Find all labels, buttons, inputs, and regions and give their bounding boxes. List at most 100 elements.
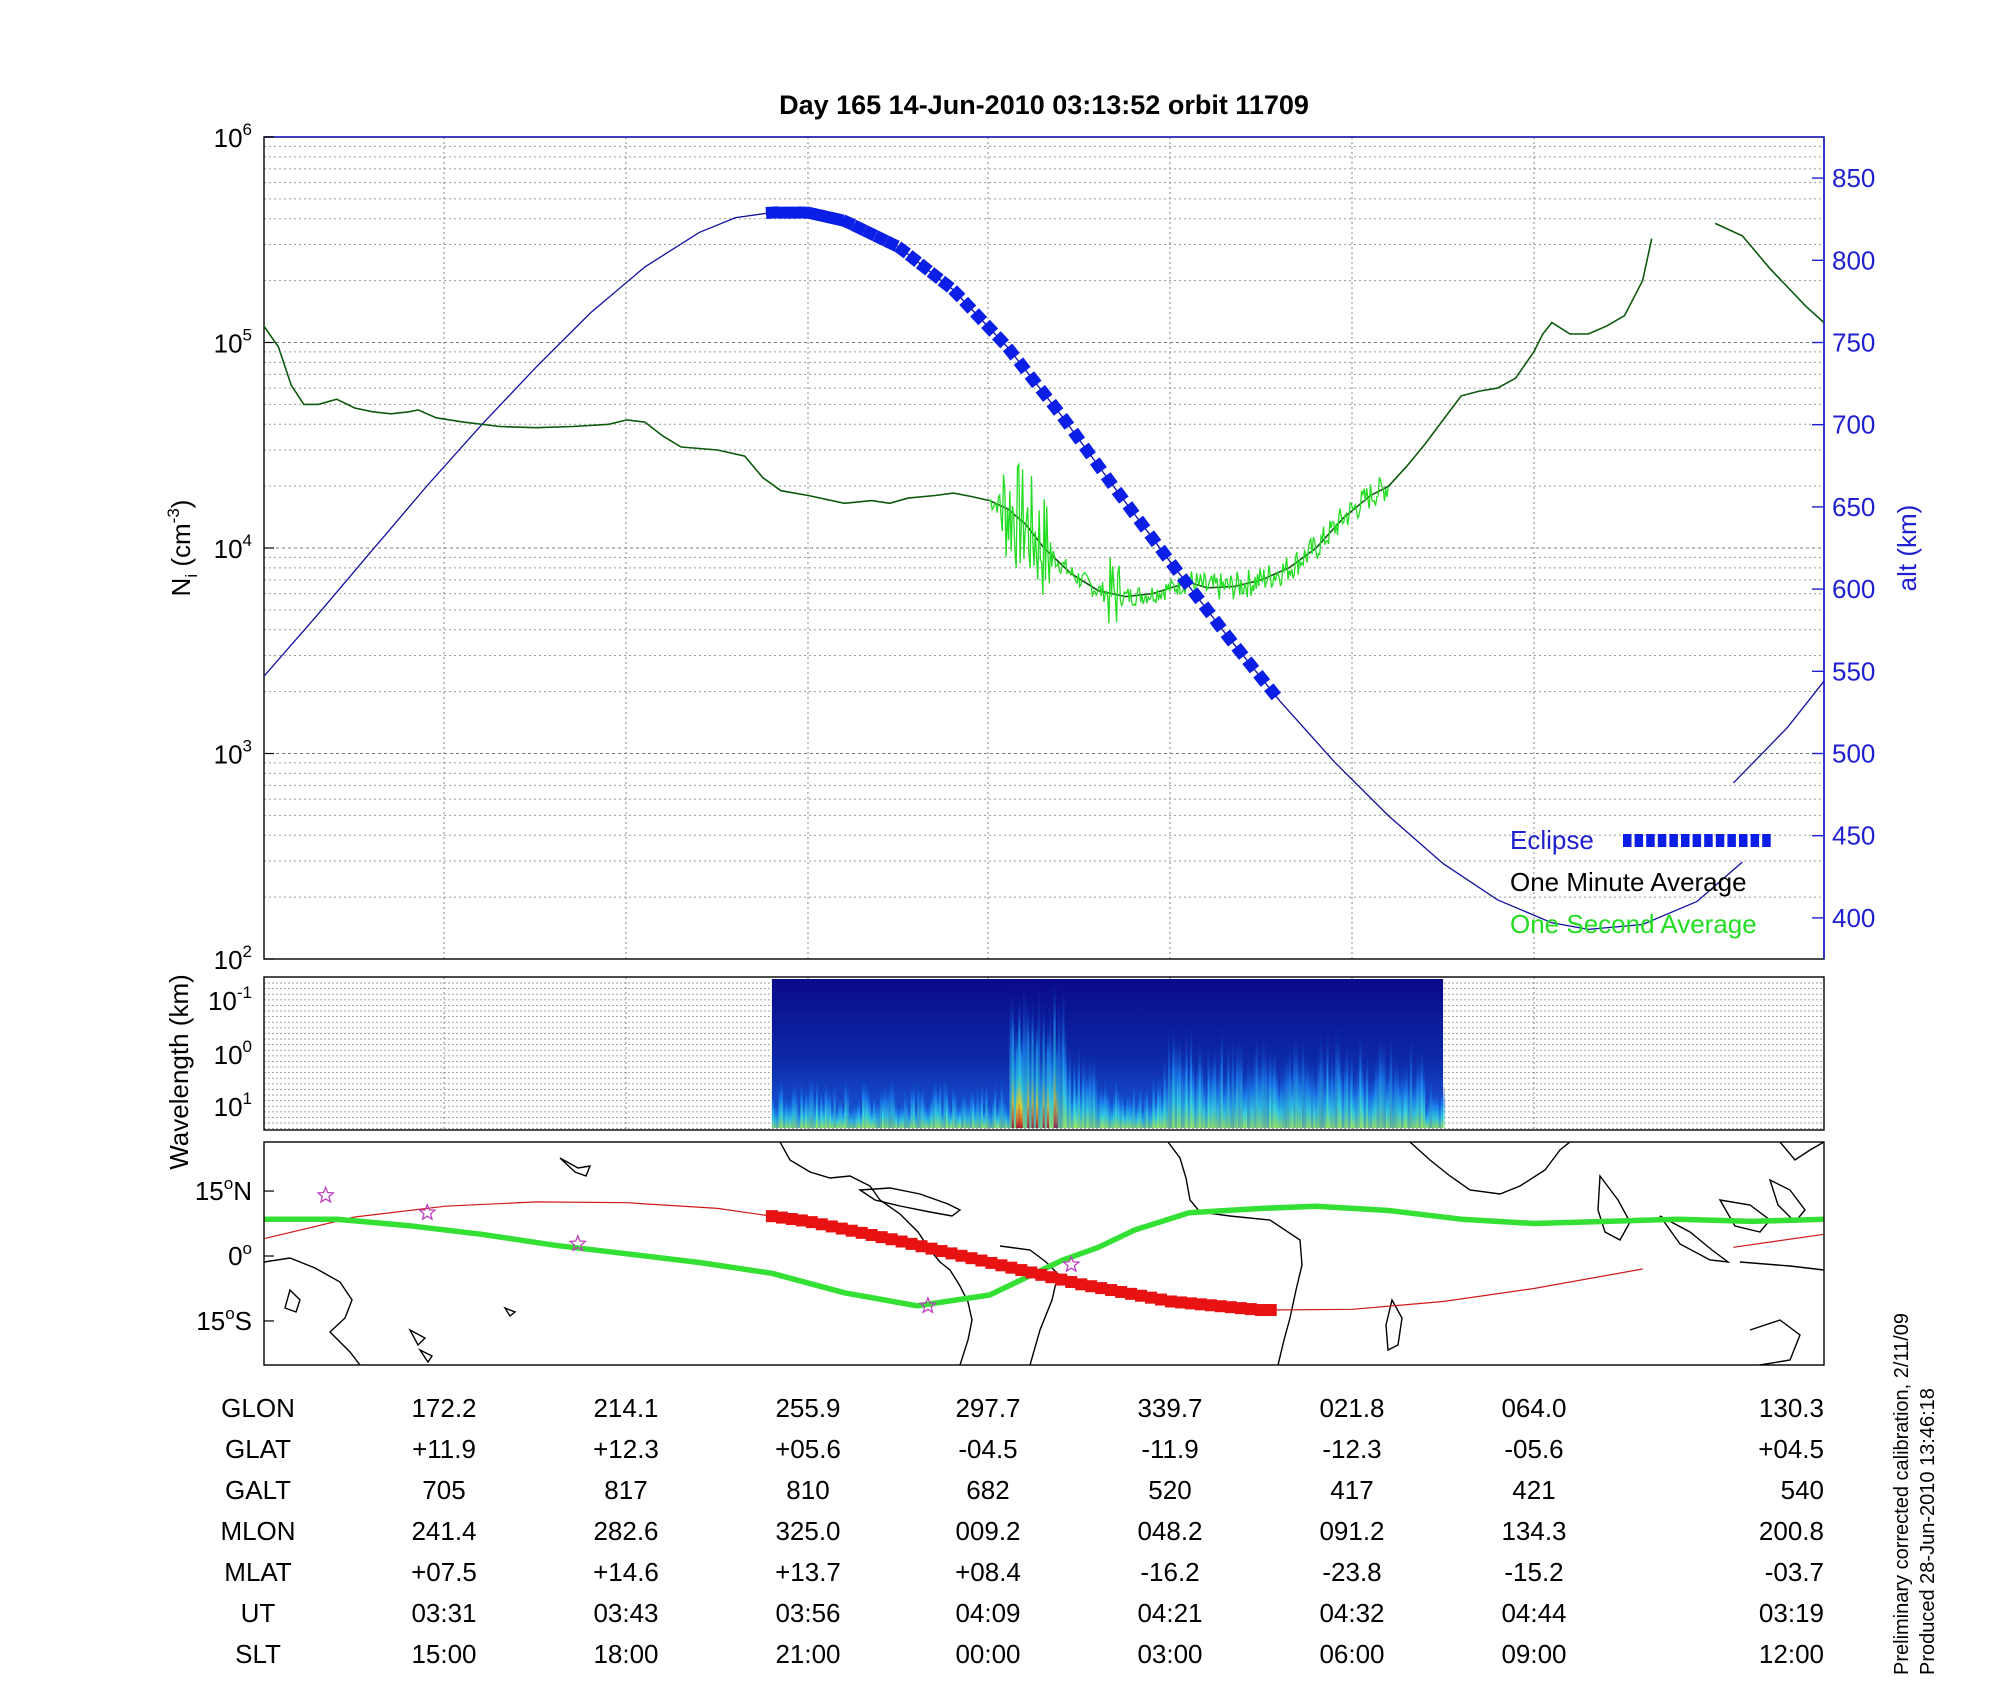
eclipse-track-marker (845, 1224, 858, 1237)
spectrogram-column (978, 1093, 981, 1128)
spectrogram-column (1348, 1064, 1351, 1128)
panel1-grid (264, 137, 1824, 959)
spectrogram-column (829, 1085, 832, 1128)
spectrogram-column (789, 1094, 792, 1128)
eclipse-track-marker (1155, 1293, 1167, 1306)
table-cell: 297.7 (955, 1393, 1020, 1423)
eclipse-track-marker (1075, 1278, 1088, 1291)
spectrogram-column (1170, 1050, 1173, 1128)
spectrogram-column (1403, 1064, 1406, 1128)
spectrogram-column (1174, 1026, 1177, 1128)
spectrogram-column (1304, 1051, 1307, 1128)
spectrogram-column (1416, 1053, 1419, 1128)
spectrogram-column (1231, 1031, 1234, 1128)
eclipse-track-marker (865, 1228, 878, 1241)
spectrogram-column (1423, 1062, 1426, 1128)
eclipse-track-marker (935, 1245, 948, 1258)
spectrogram-column (1163, 1052, 1166, 1128)
spectrogram-column (1150, 1094, 1153, 1128)
spectrogram-column (1165, 1069, 1168, 1128)
spectrogram-column (1244, 1067, 1248, 1128)
eclipse-track-marker (795, 1214, 808, 1227)
spectrogram-column (1308, 1061, 1311, 1128)
spectrogram-column (1009, 985, 1012, 1128)
table-cell: 172.2 (411, 1393, 476, 1423)
eclipse-marker (1155, 544, 1173, 562)
eclipse-marker (1133, 515, 1151, 533)
eclipse-track-marker (1105, 1284, 1118, 1297)
spectrogram-column (956, 1099, 959, 1128)
footer-calibration: Preliminary corrected calibration, 2/11/… (1891, 1313, 1913, 1675)
spectrogram-column (910, 1077, 913, 1128)
spectrogram-column (870, 1102, 874, 1128)
table-cell: 03:43 (593, 1598, 658, 1628)
coastline (1385, 1298, 1403, 1352)
table-cell: +13.7 (775, 1557, 841, 1587)
legend-eclipse-marker (1739, 834, 1748, 847)
y-tick-label: 106 (214, 120, 252, 153)
legend-eclipse-marker (1715, 834, 1725, 847)
spectrogram-column (1209, 1060, 1212, 1128)
spectrogram-column (1306, 1052, 1309, 1128)
eclipse-marker (981, 319, 999, 337)
spectrogram-column (1251, 1061, 1254, 1128)
spectrogram-column (1022, 980, 1025, 1128)
spectrogram-column (1354, 1067, 1358, 1128)
spectrogram-column (1196, 1053, 1199, 1128)
legend-eclipse-marker (1727, 834, 1736, 847)
coastline (1749, 1319, 1801, 1365)
magnetic-equator-line (264, 1203, 1824, 1309)
y2-tick-label: 850 (1832, 163, 1875, 193)
table-row-label: GLAT (225, 1434, 291, 1464)
coastline (408, 1328, 427, 1347)
spectrogram-column (1390, 1027, 1393, 1128)
spectrogram-column (1108, 1087, 1111, 1128)
table-row-label: UT (241, 1598, 276, 1628)
legend-eclipse-label: Eclipse (1510, 825, 1594, 855)
spectrogram-column (1145, 1079, 1149, 1128)
spectrogram-column (1207, 1044, 1210, 1128)
table-cell: 810 (786, 1475, 829, 1505)
spectrogram-column (1068, 1040, 1072, 1128)
spectrogram-column (1273, 1044, 1276, 1128)
spectrogram-column (1238, 1035, 1241, 1128)
spectrogram-column (840, 1091, 843, 1128)
spectrogram-column (868, 1088, 871, 1128)
spectrogram-column (980, 1076, 984, 1128)
spectrogram-column (1082, 1051, 1085, 1128)
spectrogram-column (1299, 1054, 1303, 1128)
spectrogram-column (1352, 1073, 1355, 1128)
spectrogram-column (796, 1085, 799, 1128)
spectrogram-column (778, 1076, 781, 1128)
spectrogram-column (815, 1074, 819, 1128)
spectrogram-column (1220, 1025, 1223, 1128)
spectrogram-column (1123, 1098, 1127, 1128)
table-cell: 540 (1781, 1475, 1824, 1505)
orbit-track-line-wrap (1733, 1233, 1824, 1248)
spectrogram-column (1205, 1075, 1208, 1128)
spectrogram-column (1385, 1068, 1388, 1128)
spectrogram-column (1288, 1041, 1292, 1128)
spectrogram-column (1324, 1066, 1327, 1128)
spectrogram-column (1148, 1093, 1151, 1128)
y-tick-label: 104 (214, 531, 252, 564)
eclipse-track-marker (925, 1242, 938, 1255)
station-star-icon (316, 1185, 335, 1204)
table-cell: 03:31 (411, 1598, 476, 1628)
spectrogram-column (1110, 1096, 1113, 1128)
eclipse-marker (1198, 601, 1216, 619)
spectrogram-column (1264, 1039, 1267, 1128)
spectrogram-column (1187, 1061, 1190, 1128)
table-cell: 064.0 (1501, 1393, 1566, 1423)
table-cell: 12:00 (1759, 1639, 1824, 1669)
spectrogram-column (950, 1102, 953, 1128)
spectrogram-column (873, 1088, 876, 1128)
spectrogram-column (1282, 1063, 1285, 1128)
spectrogram-column (853, 1099, 856, 1128)
spectrogram-column (1011, 995, 1014, 1128)
spectrogram-column (1262, 1030, 1265, 1128)
y2-tick-label: 450 (1832, 821, 1875, 851)
legend-eclipse-marker (1669, 834, 1678, 847)
legend-second-label: One Second Average (1510, 909, 1757, 939)
legend-eclipse-marker (1646, 834, 1655, 847)
